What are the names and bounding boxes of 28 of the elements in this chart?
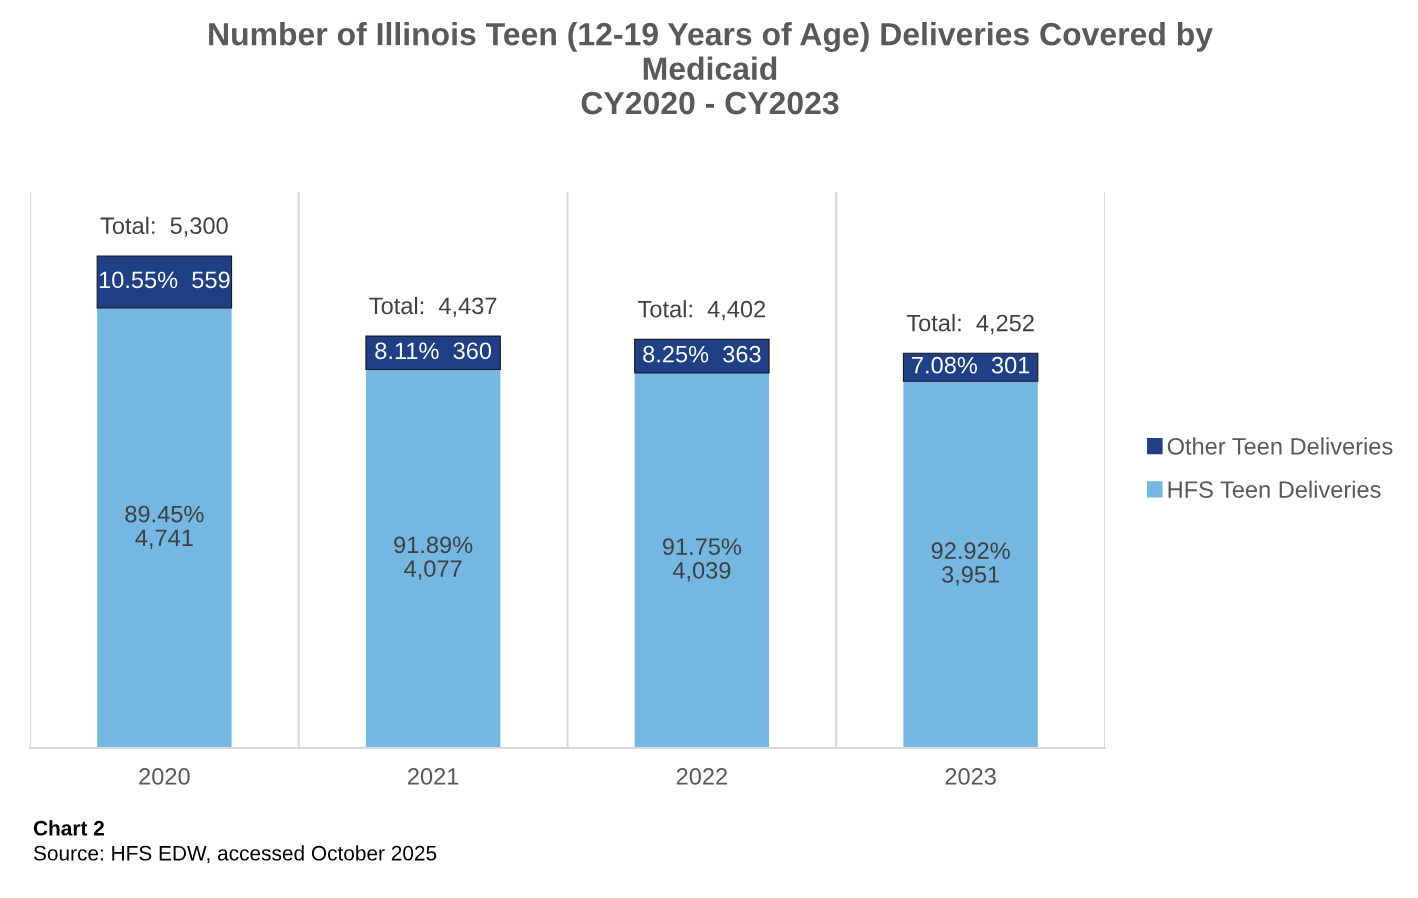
bar (96, 255, 233, 309)
x-tick-label: 2023 (945, 768, 996, 785)
data-label: 91.75% 4,039 (662, 538, 742, 582)
chart-title: Number of Illinois Teen (12-19 Years of Age) Deliveries Covered by Medicaid CY2020 - CY2023 (209, 22, 1213, 115)
data-label: 92.92% 3,951 (931, 542, 1010, 586)
legend-label: Other Teen Deliveries (1167, 437, 1393, 455)
source-note: Source: HFS EDW, accessed October 2025 (33, 845, 437, 864)
x-tick-label: 2022 (676, 768, 727, 785)
x-tick-label: 2021 (408, 768, 459, 785)
data-label: 8.11% 360 (375, 342, 492, 360)
data-label: 89.45% 4,741 (125, 505, 204, 549)
bar (97, 307, 232, 748)
bar (365, 369, 501, 748)
total-label: Total: 4,402 (638, 300, 766, 321)
legend-label: HFS Teen Deliveries (1168, 480, 1381, 498)
data-label: 7.08% 301 (912, 356, 1030, 374)
caption: Chart 2 (33, 820, 104, 836)
total-label: Total: 4,437 (369, 296, 497, 317)
bar (634, 338, 770, 374)
total-label: Total: 4,252 (906, 314, 1034, 335)
x-tick-label: 2020 (139, 768, 190, 785)
data-label: 10.55% 559 (99, 271, 230, 289)
data-label: 8.25% 363 (643, 345, 761, 363)
bar (634, 373, 770, 748)
total-label: Total: 5,300 (100, 216, 228, 237)
bar (365, 335, 501, 371)
bar (903, 381, 1038, 748)
data-label: 91.89% 4,077 (394, 536, 473, 580)
